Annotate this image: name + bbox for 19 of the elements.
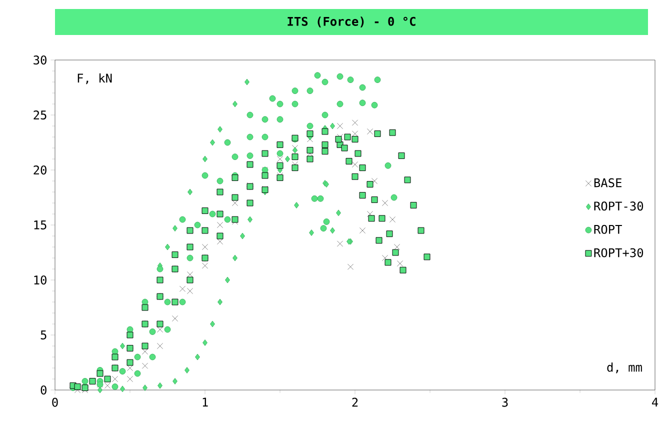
chart-title: ITS (Force) - 0 °C [288, 16, 416, 28]
x-tick-label: 2 [352, 398, 358, 407]
y-tick-label: 0 [40, 385, 46, 395]
x-tick-label: 3 [502, 398, 508, 407]
x-axis-title: d, mm [607, 362, 642, 374]
x-tick-label: 4 [652, 398, 658, 406]
y-tick-label: 5 [40, 330, 46, 340]
y-axis-title: F, kN [78, 73, 112, 84]
legend-label: ROPT+30 [594, 248, 644, 258]
y-tick-label: 10 [34, 275, 46, 285]
x-tick-label: 0 [52, 398, 58, 407]
legend-label: ROPT [594, 224, 622, 234]
y-tick-label: 15 [34, 220, 46, 230]
legend-label: ROPT-30 [594, 202, 644, 211]
legend-label: BASE [594, 178, 622, 188]
y-tick-label: 25 [34, 110, 46, 120]
y-tick-label: 30 [34, 55, 46, 65]
x-tick-label: 1 [202, 398, 208, 406]
y-tick-label: 20 [34, 165, 46, 175]
